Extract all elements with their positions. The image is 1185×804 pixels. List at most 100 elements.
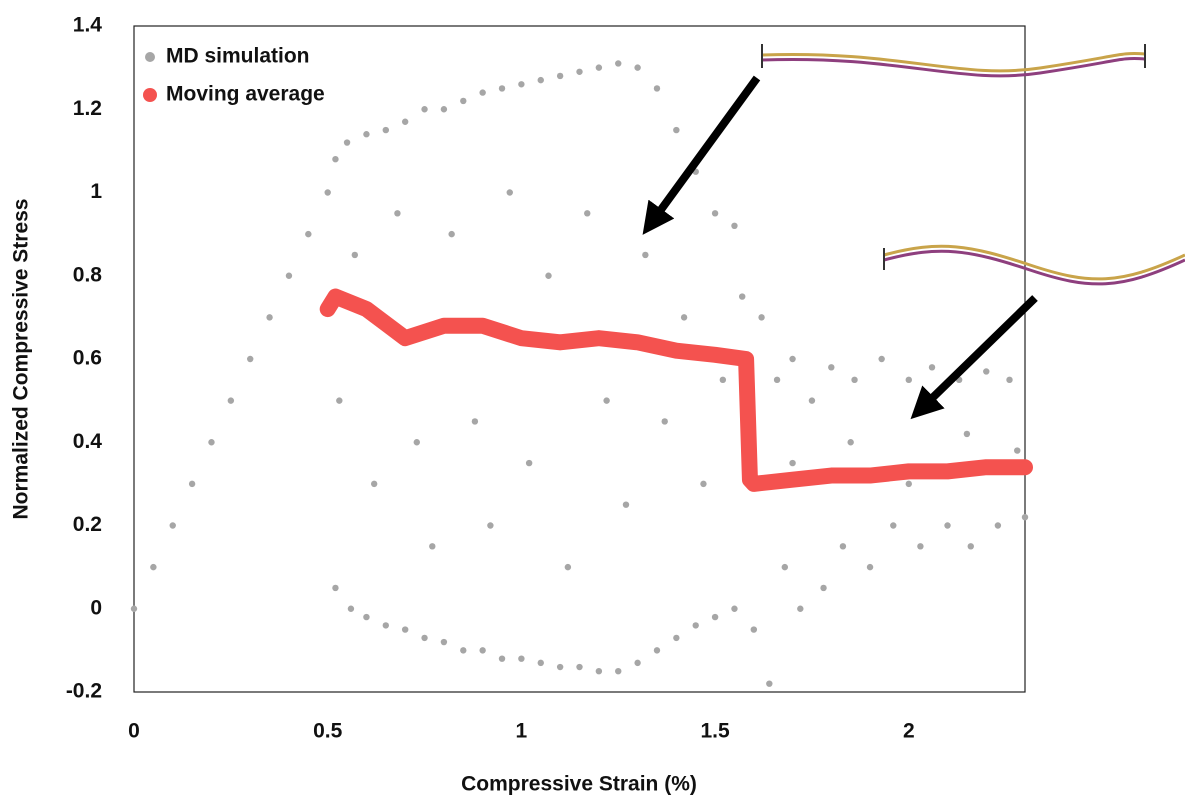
data-point: [564, 563, 572, 571]
data-point: [839, 543, 847, 550]
data-point: [917, 543, 924, 550]
data-point: [963, 430, 971, 438]
data-point: [460, 647, 467, 654]
data-point: [440, 106, 448, 113]
data-point: [781, 563, 789, 571]
x-axis-title: Compressive Strain (%): [461, 773, 697, 796]
data-point: [878, 355, 885, 363]
data-point: [421, 634, 428, 642]
data-point: [518, 81, 525, 88]
data-point: [448, 230, 455, 238]
data-point: [537, 659, 544, 667]
legend-marker: [143, 88, 157, 102]
data-point: [828, 364, 835, 371]
data-point: [653, 85, 661, 92]
data-point: [332, 156, 339, 163]
y-tick-label: 1.2: [73, 97, 102, 120]
data-point: [394, 210, 401, 217]
data-point: [789, 355, 796, 363]
y-tick-label: 0: [90, 596, 102, 619]
data-point: [603, 397, 610, 404]
data-point: [673, 634, 680, 642]
data-point: [545, 272, 552, 279]
data-point: [351, 251, 359, 259]
fiber-buckled: [883, 244, 1185, 286]
y-tick-label: 0.2: [73, 513, 102, 536]
data-point: [866, 563, 874, 571]
data-point: [471, 418, 479, 425]
data-point: [460, 97, 467, 105]
data-point: [634, 64, 641, 71]
data-point: [498, 85, 506, 92]
data-point: [584, 210, 591, 217]
arrow: [642, 75, 761, 235]
data-point: [382, 126, 390, 134]
data-point: [944, 522, 951, 529]
data-point: [773, 376, 781, 384]
data-point: [506, 189, 513, 196]
data-point: [382, 622, 390, 629]
data-point: [692, 622, 699, 629]
data-point: [653, 647, 661, 654]
data-point: [766, 680, 773, 687]
data-point: [739, 293, 746, 300]
legend-label: MD simulation: [166, 45, 310, 68]
y-tick-label: 0.4: [73, 430, 103, 453]
y-tick-label: 1.4: [73, 14, 103, 37]
data-point: [537, 76, 544, 84]
data-point: [332, 584, 339, 592]
data-point: [370, 480, 378, 488]
data-point: [336, 397, 343, 404]
data-point: [789, 459, 796, 467]
arrow: [910, 295, 1038, 420]
y-axis-title: Normalized Compressive Stress: [10, 199, 33, 520]
y-tick-label: -0.2: [66, 680, 102, 703]
data-point: [719, 376, 727, 384]
data-point: [711, 210, 719, 217]
x-tick-label: 0: [128, 720, 140, 743]
data-point: [642, 251, 649, 259]
data-point: [518, 655, 525, 662]
data-point: [680, 314, 688, 321]
data-point: [576, 68, 583, 75]
data-point: [487, 522, 494, 529]
moving-average-line: [319, 288, 1033, 492]
data-point: [576, 663, 583, 671]
data-point: [700, 480, 707, 488]
data-point: [905, 376, 912, 384]
data-point: [847, 439, 854, 446]
data-point: [401, 118, 409, 125]
data-point: [1006, 376, 1013, 384]
data-point: [890, 522, 897, 529]
data-point: [595, 667, 603, 675]
data-point: [150, 563, 157, 571]
data-point: [556, 72, 564, 80]
data-point: [305, 230, 312, 238]
data-point: [227, 397, 235, 404]
data-point: [347, 605, 355, 612]
data-point: [525, 459, 533, 467]
legend-label: Moving average: [166, 83, 325, 106]
data-point: [169, 522, 176, 529]
data-point: [750, 626, 758, 633]
data-point: [266, 314, 273, 321]
data-point: [595, 64, 603, 71]
data-point: [247, 355, 254, 363]
data-point: [421, 106, 428, 113]
data-point: [983, 368, 990, 375]
data-point: [797, 605, 804, 612]
data-point: [1014, 447, 1021, 454]
legend-marker: [145, 52, 155, 62]
x-tick-label: 1.5: [700, 720, 730, 743]
data-point: [615, 667, 622, 675]
marks: [130, 60, 1033, 687]
y-tick-label: 0.6: [73, 347, 102, 370]
data-point: [661, 418, 668, 425]
data-point: [440, 638, 448, 646]
data-point: [808, 397, 816, 404]
data-point: [905, 480, 912, 488]
data-point: [208, 439, 215, 446]
data-point: [851, 376, 858, 384]
data-point: [731, 605, 738, 612]
